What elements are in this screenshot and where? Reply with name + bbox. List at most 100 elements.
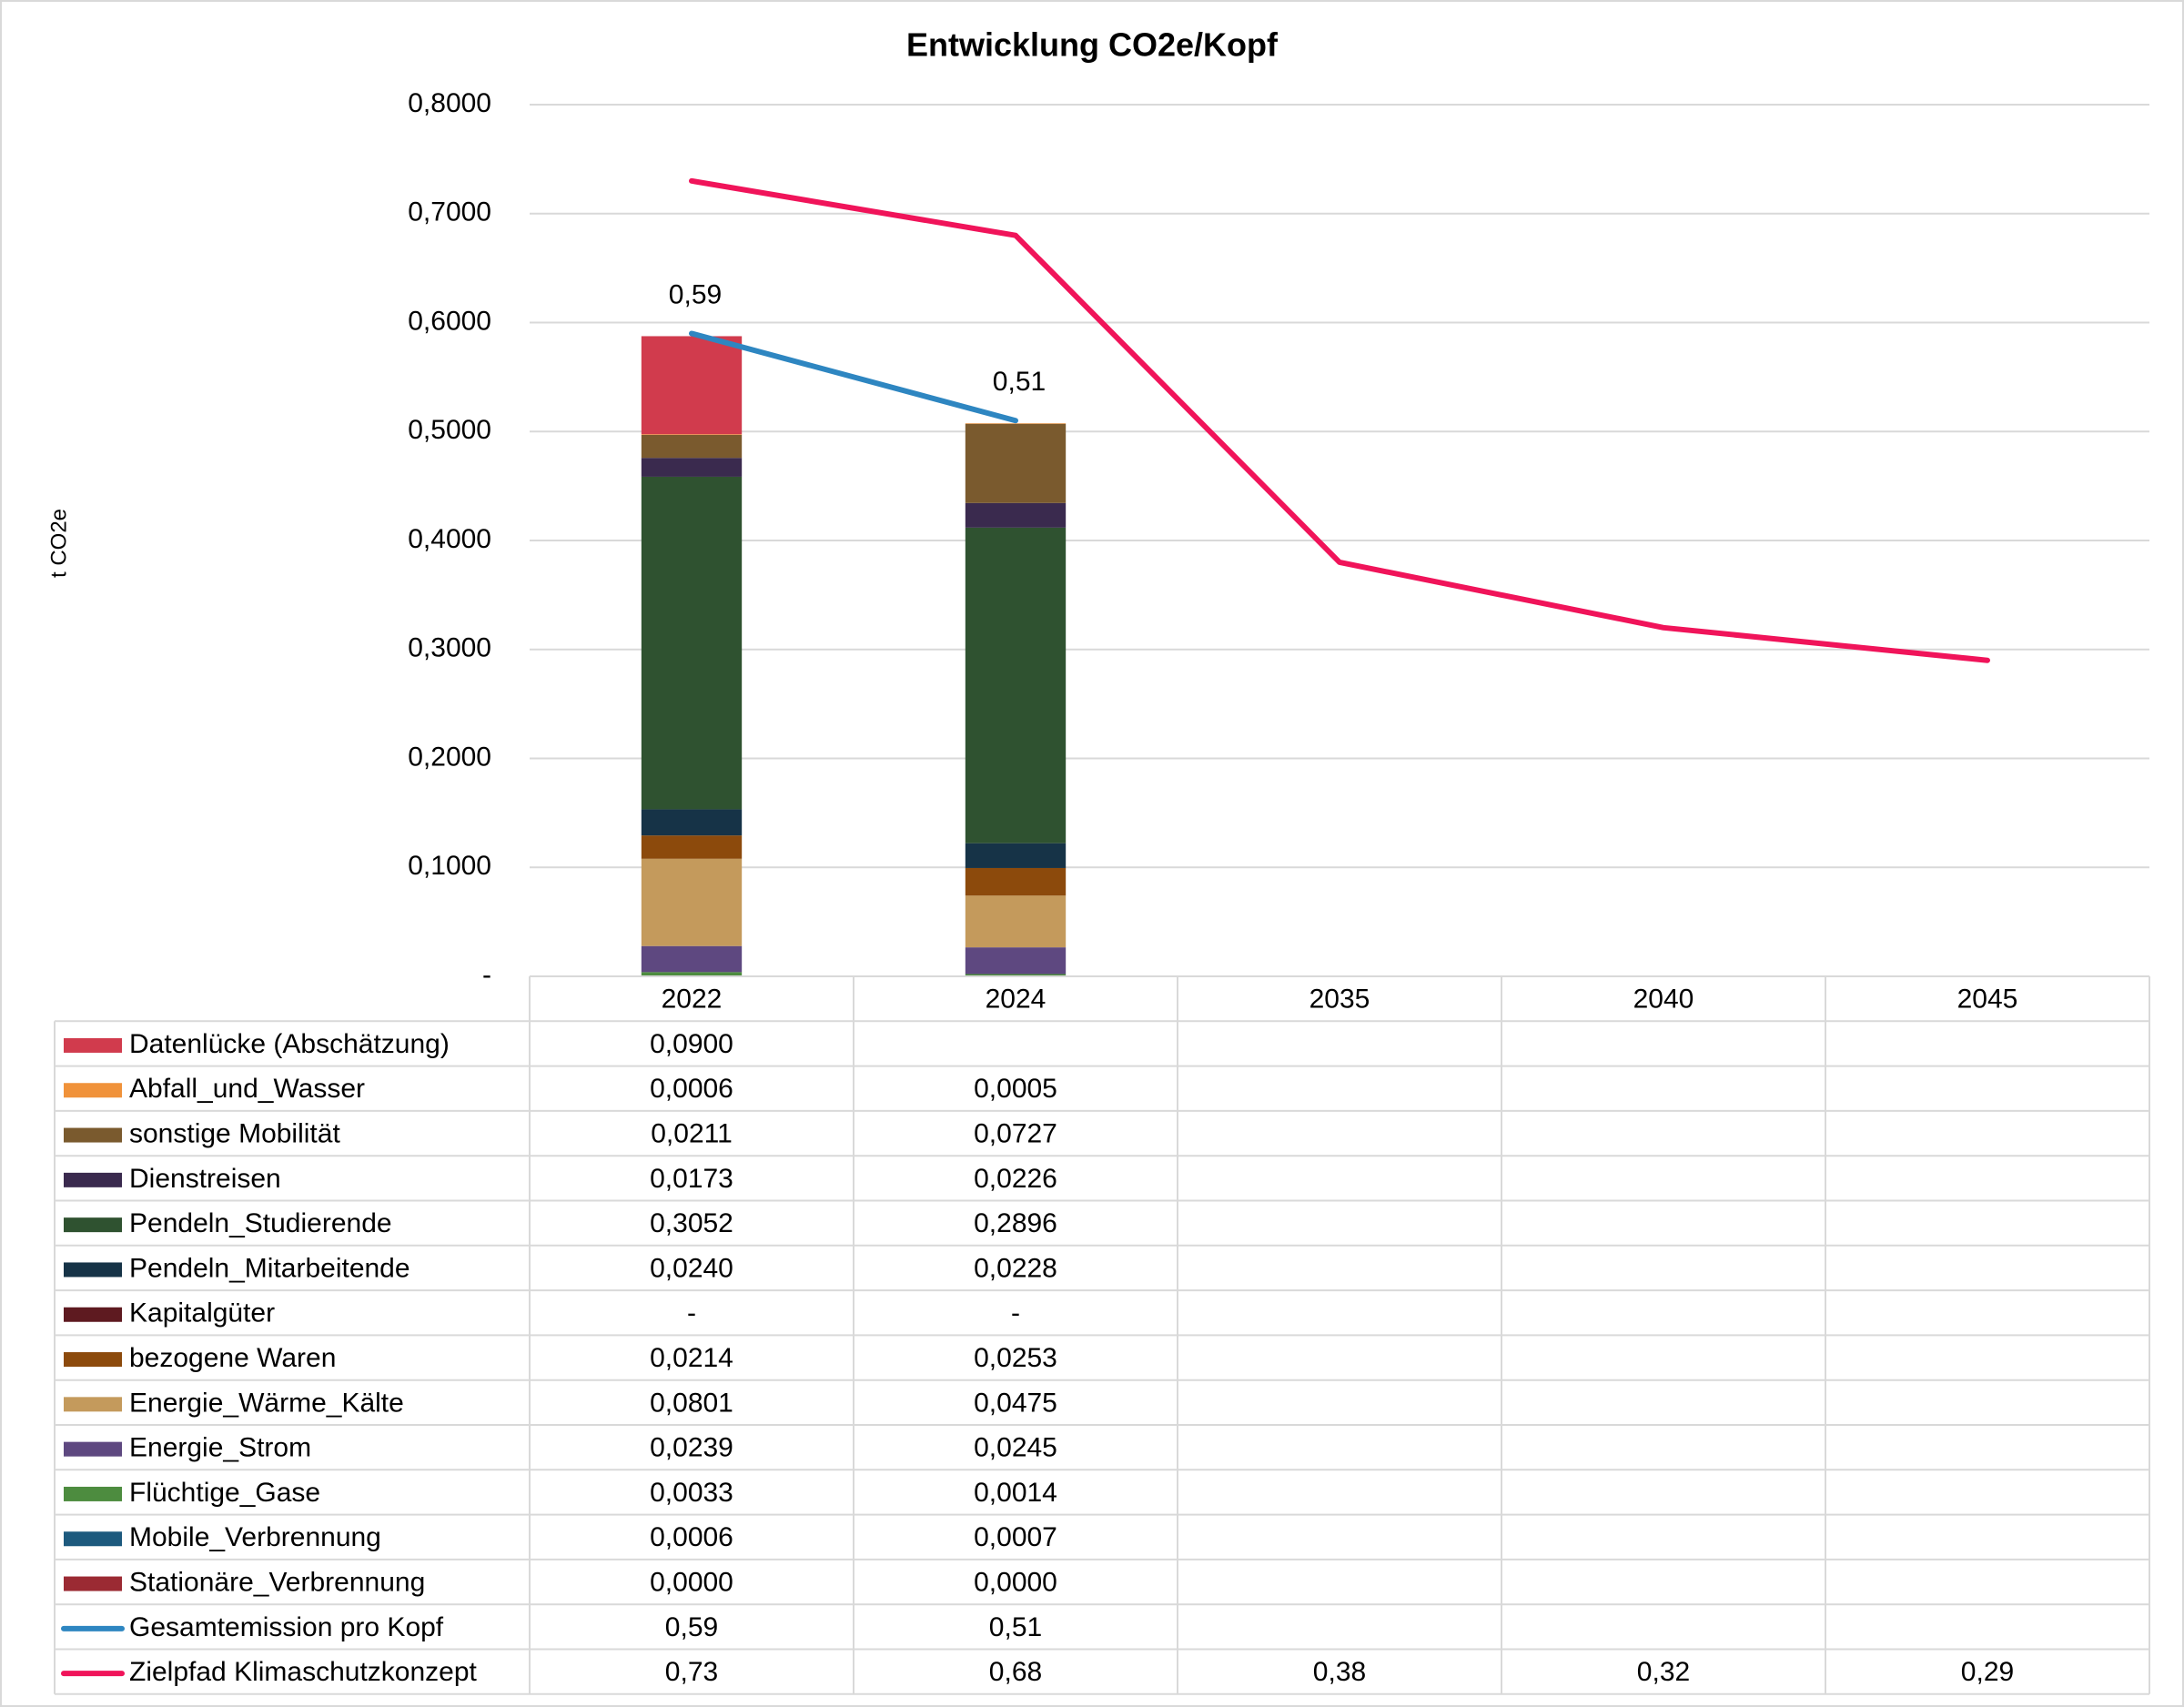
legend-label: Gesamtemission pro Kopf xyxy=(129,1612,444,1642)
legend-label: Stationäre_Verbrennung xyxy=(129,1567,425,1597)
legend-key xyxy=(64,1352,122,1368)
y-tick-label: 0,3000 xyxy=(408,633,491,663)
legend-key xyxy=(64,1172,122,1187)
table-cell: 0,0253 xyxy=(974,1343,1057,1373)
table-cell: 0,0475 xyxy=(974,1388,1057,1418)
x-tick-label: 2022 xyxy=(662,985,723,1015)
legend-label: Pendeln_Mitarbeitende xyxy=(129,1253,410,1283)
y-tick-label: 0,1000 xyxy=(408,851,491,881)
table-cell: 0,29 xyxy=(1961,1657,2014,1687)
table-cell: 0,0801 xyxy=(650,1388,733,1418)
legend-key xyxy=(64,1531,122,1547)
legend-key xyxy=(64,1037,122,1053)
line xyxy=(689,177,1990,663)
legend-label: Kapitalgüter xyxy=(129,1298,275,1328)
table-cell: 0,0211 xyxy=(651,1118,733,1148)
x-tick-label: 2035 xyxy=(1309,985,1370,1015)
x-tick-label: 2024 xyxy=(986,985,1046,1015)
data-label: 0,51 xyxy=(993,367,1046,397)
bar-segment xyxy=(641,972,743,976)
data-label: 0,59 xyxy=(669,279,722,309)
legend-label: Dienstreisen xyxy=(129,1164,281,1194)
table-cell: 0,0226 xyxy=(974,1164,1057,1194)
bar-segment xyxy=(641,835,743,859)
bar-segment xyxy=(965,895,1067,948)
table-cell: 0,0000 xyxy=(974,1567,1057,1597)
legend-label: Zielpfad Klimaschutzkonzept xyxy=(129,1657,478,1687)
table-cell: 0,32 xyxy=(1637,1657,1690,1687)
table-cell: 0,0228 xyxy=(974,1253,1057,1283)
x-tick-label: 2045 xyxy=(1957,985,2018,1015)
y-tick-label: - xyxy=(482,960,491,990)
legend-label: Mobile_Verbrennung xyxy=(129,1522,381,1552)
bar-segment xyxy=(641,809,743,836)
y-tick-label: 0,7000 xyxy=(408,197,491,227)
bar-segment xyxy=(965,423,1067,424)
table-cell: 0,59 xyxy=(665,1612,718,1642)
legend-key xyxy=(64,1441,122,1457)
legend-label: bezogene Waren xyxy=(129,1343,336,1373)
bar-segment xyxy=(965,502,1067,528)
legend-label: Energie_Wärme_Kälte xyxy=(129,1388,404,1418)
bar-segment xyxy=(965,867,1067,896)
table-cell: 0,51 xyxy=(989,1612,1042,1642)
table-cell: - xyxy=(687,1298,696,1328)
legend-key xyxy=(64,1083,122,1098)
table-cell: 0,0173 xyxy=(650,1164,733,1194)
legend-key xyxy=(64,1127,122,1143)
legend-label: sonstige Mobilität xyxy=(129,1118,340,1148)
table-cell: 0,3052 xyxy=(650,1208,733,1238)
y-tick-label: 0,6000 xyxy=(408,306,491,336)
table-cell: 0,73 xyxy=(665,1657,718,1687)
bar-segment xyxy=(641,434,743,459)
legend-label: Pendeln_Studierende xyxy=(129,1208,392,1238)
line xyxy=(689,330,1018,424)
bar-segment xyxy=(641,336,743,435)
table-cell: 0,0006 xyxy=(650,1074,733,1104)
legend-label: Energie_Strom xyxy=(129,1433,311,1463)
table-cell: 0,0006 xyxy=(650,1522,733,1552)
bar-segment xyxy=(965,527,1067,843)
bar-segment xyxy=(641,476,743,810)
legend-label: Datenlücke (Abschätzung) xyxy=(129,1029,450,1059)
table-cell: 0,68 xyxy=(989,1657,1042,1687)
chart-title: Entwicklung CO2e/Kopf xyxy=(906,26,1279,64)
table-cell: 0,2896 xyxy=(974,1208,1057,1238)
bar-segment xyxy=(965,947,1067,975)
table-cell: 0,0000 xyxy=(650,1567,733,1597)
table-cell: 0,0214 xyxy=(650,1343,733,1373)
table-cell: 0,0007 xyxy=(974,1522,1057,1552)
bar-segment xyxy=(965,843,1067,868)
y-tick-label: 0,2000 xyxy=(408,742,491,772)
legend-key xyxy=(64,1486,122,1501)
table-cell: 0,0240 xyxy=(650,1253,733,1283)
table-cell: 0,38 xyxy=(1313,1657,1366,1687)
table-cell: - xyxy=(1011,1298,1020,1328)
table-cell: 0,0033 xyxy=(650,1478,733,1508)
table-cell: 0,0900 xyxy=(650,1029,733,1059)
legend-key xyxy=(64,1217,122,1233)
table-cell: 0,0245 xyxy=(974,1433,1057,1463)
legend-key xyxy=(64,1576,122,1591)
table-cell: 0,0239 xyxy=(650,1433,733,1463)
y-axis-label: t CO2e xyxy=(46,509,71,578)
bar-segment xyxy=(641,458,743,477)
legend-key xyxy=(64,1307,122,1322)
legend-key xyxy=(64,1397,122,1412)
table-cell: 0,0727 xyxy=(974,1118,1057,1148)
bar-segment xyxy=(641,858,743,946)
table-cell: 0,0005 xyxy=(974,1074,1057,1104)
bar-segment xyxy=(641,434,743,435)
table-cell: 0,0014 xyxy=(974,1478,1057,1508)
bar-segment xyxy=(641,945,743,973)
legend-label: Flüchtige_Gase xyxy=(129,1478,320,1508)
y-tick-label: 0,4000 xyxy=(408,524,491,554)
bar-segment xyxy=(965,423,1067,503)
x-tick-label: 2040 xyxy=(1633,985,1694,1015)
legend-key xyxy=(64,1262,122,1278)
y-tick-label: 0,8000 xyxy=(408,88,491,118)
bar-segment xyxy=(965,974,1067,976)
y-tick-label: 0,5000 xyxy=(408,415,491,445)
